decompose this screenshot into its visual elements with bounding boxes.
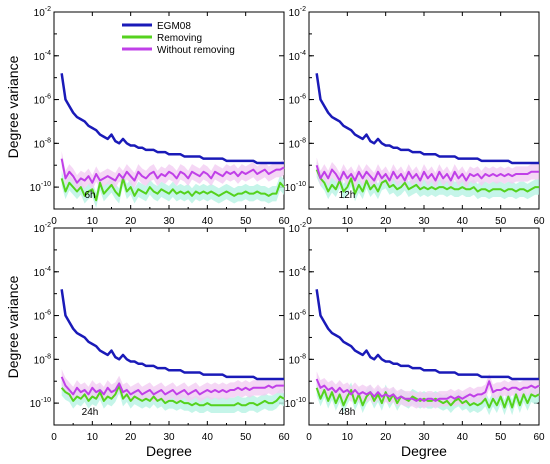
x-tick-label: 60 <box>533 432 545 443</box>
x-tick-label: 10 <box>342 432 354 443</box>
x-tick-label: 10 <box>87 432 99 443</box>
series-removing <box>60 177 285 202</box>
legend-label: Removing <box>157 33 202 44</box>
y-tick-label: 10-2 <box>289 6 306 19</box>
without-removing-band <box>316 157 539 189</box>
y-tick-label: 10-6 <box>34 310 51 323</box>
x-tick-label: 0 <box>51 216 57 227</box>
series-without-removing <box>60 376 284 396</box>
x-tick-label: 20 <box>125 216 137 227</box>
x-tick-label: 30 <box>418 216 430 227</box>
x-tick-label: 60 <box>278 216 290 227</box>
x-tick-label: 40 <box>202 216 214 227</box>
x-tick-label: 60 <box>533 216 545 227</box>
series-egm08 <box>60 73 284 165</box>
y-tick-label: 10-2 <box>289 222 306 235</box>
without-removing-band <box>316 371 539 409</box>
series-egm08 <box>60 289 284 381</box>
series-without-removing <box>60 158 285 184</box>
without-removing-band <box>61 369 284 403</box>
x-tick-label: 20 <box>380 216 392 227</box>
series-removing <box>315 387 540 409</box>
panel-6h: 0 10 20 30 40 50 60 10-2 10-4 10-6 10-8 10-10 6h Degr… <box>5 6 290 227</box>
series-egm08 <box>315 73 539 165</box>
x-tick-label: 50 <box>240 432 252 443</box>
y-tick-label: 10-4 <box>34 50 51 63</box>
y-tick-label: 10-4 <box>289 50 306 63</box>
y-tick-label: 10-10 <box>30 397 51 410</box>
panel-label: 12h <box>339 190 356 201</box>
x-tick-label: 50 <box>495 432 507 443</box>
x-tick-label: 30 <box>163 216 175 227</box>
series-removing <box>60 384 285 407</box>
y-tick-label: 10-4 <box>289 266 306 279</box>
x-tick-label: 20 <box>380 432 392 443</box>
x-tick-label: 20 <box>125 432 137 443</box>
x-tick-label: 40 <box>202 432 214 443</box>
panel-12h: 0 10 20 30 40 50 60 10-2 10-4 10-6 10-8 10-10 12h <box>285 6 545 227</box>
y-tick-label: 10-10 <box>285 181 306 194</box>
x-tick-label: 0 <box>51 432 57 443</box>
x-tick-label: 40 <box>457 216 469 227</box>
y-axis-title: Degree variance <box>5 275 21 378</box>
x-tick-label: 10 <box>342 216 354 227</box>
series-egm08 <box>315 289 539 381</box>
y-tick-label: 10-8 <box>34 353 51 366</box>
y-tick-label: 10-6 <box>289 94 306 107</box>
x-tick-label: 30 <box>163 432 175 443</box>
y-tick-label: 10-2 <box>34 6 51 19</box>
x-tick-label: 30 <box>418 432 430 443</box>
y-tick-label: 10-8 <box>34 137 51 150</box>
panel-label: 24h <box>82 407 99 418</box>
series-without-removing <box>315 378 540 402</box>
x-axis-title: Degree <box>401 443 447 459</box>
x-tick-label: 50 <box>495 216 507 227</box>
x-tick-label: 60 <box>278 432 290 443</box>
y-tick-label: 10-6 <box>289 310 306 323</box>
y-axis-title: Degree variance <box>5 55 21 158</box>
x-tick-label: 50 <box>240 216 252 227</box>
panel-label: 6h <box>84 190 95 201</box>
panel-label: 48h <box>339 407 356 418</box>
x-tick-label: 40 <box>457 432 469 443</box>
series-without-removing <box>315 164 539 182</box>
y-tick-label: 10-4 <box>34 266 51 279</box>
x-tick-label: 10 <box>87 216 99 227</box>
without-removing-band <box>61 150 284 191</box>
y-tick-label: 10-6 <box>34 94 51 107</box>
y-tick-label: 10-8 <box>289 353 306 366</box>
panel-48h: 0 10 20 30 40 50 60 10-2 10-4 10-6 10-8 10-10 48h Deg… <box>285 222 545 459</box>
panel-24h: 0 10 20 30 40 50 60 10-2 10-4 10-6 10-8 10-10 24h Deg… <box>5 222 290 459</box>
y-tick-label: 10-8 <box>289 137 306 150</box>
x-tick-label: 0 <box>306 216 312 227</box>
series-removing <box>315 169 539 195</box>
y-tick-label: 10-10 <box>30 181 51 194</box>
x-axis-title: Degree <box>146 443 192 459</box>
legend-label: Without removing <box>157 45 235 56</box>
x-tick-label: 0 <box>306 432 312 443</box>
y-tick-label: 10-10 <box>285 397 306 410</box>
y-tick-label: 10-2 <box>34 222 51 235</box>
legend-label: EGM08 <box>157 21 191 32</box>
